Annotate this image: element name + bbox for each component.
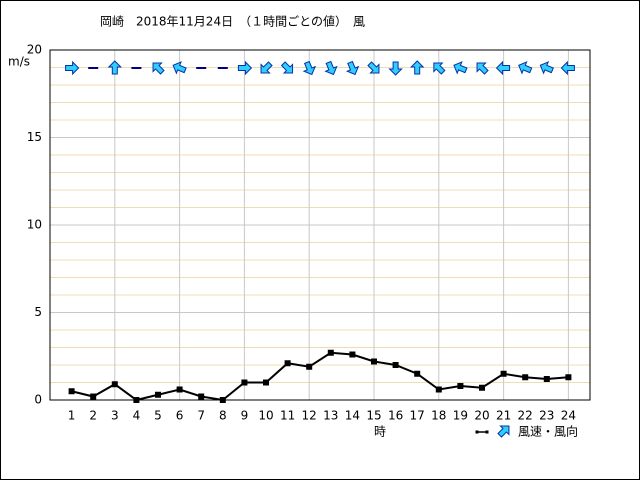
y-axis-label: m/s bbox=[8, 55, 30, 69]
wind-arrow bbox=[409, 60, 425, 75]
x-tick-label: 7 bbox=[197, 409, 205, 423]
point bbox=[111, 381, 118, 388]
chart-title: 岡崎 2018年11月24日 （１時間ごとの値） 風 bbox=[100, 14, 365, 29]
point bbox=[479, 384, 485, 391]
wind-arrow bbox=[152, 62, 165, 75]
legend-arrow bbox=[497, 425, 510, 438]
wind-arrow bbox=[495, 60, 511, 76]
point bbox=[90, 393, 97, 400]
point bbox=[457, 383, 464, 389]
legend-marker bbox=[475, 430, 479, 434]
point bbox=[543, 376, 550, 382]
x-tick-label: 22 bbox=[518, 409, 533, 423]
wind-arrow bbox=[539, 61, 554, 75]
point bbox=[68, 388, 75, 395]
wind-arrow bbox=[518, 61, 533, 75]
x-tick-label: 3 bbox=[111, 409, 119, 423]
x-tick-label: 21 bbox=[496, 409, 511, 423]
point bbox=[176, 386, 183, 393]
x-tick-label: 9 bbox=[241, 409, 249, 423]
wind-arrow bbox=[345, 60, 360, 76]
legend-label: 風速・風向 bbox=[518, 424, 578, 439]
point bbox=[371, 358, 377, 365]
x-tick-label: 23 bbox=[539, 409, 554, 423]
x-axis-label: 時 bbox=[374, 425, 386, 439]
point bbox=[155, 391, 161, 398]
wind-arrow bbox=[476, 62, 489, 75]
wind-arrow bbox=[260, 61, 273, 74]
x-tick-label: 1 bbox=[68, 409, 76, 423]
point bbox=[327, 349, 334, 356]
point bbox=[414, 370, 421, 377]
x-tick-label: 8 bbox=[219, 409, 227, 423]
point bbox=[565, 374, 572, 381]
y-tick-label: 20 bbox=[27, 43, 42, 57]
point bbox=[133, 397, 140, 403]
wind-arrow bbox=[237, 60, 253, 76]
x-tick-label: 20 bbox=[474, 409, 489, 423]
x-tick-label: 10 bbox=[258, 409, 273, 423]
x-tick-label: 15 bbox=[366, 409, 381, 423]
x-tick-label: 18 bbox=[431, 409, 446, 423]
x-tick-label: 2 bbox=[89, 409, 97, 423]
wind-arrow bbox=[388, 61, 403, 76]
x-tick-label: 17 bbox=[410, 409, 425, 423]
x-tick-label: 11 bbox=[280, 409, 295, 423]
point bbox=[500, 370, 507, 377]
legend-marker bbox=[485, 430, 489, 434]
wind-arrow bbox=[453, 61, 468, 75]
point bbox=[522, 374, 529, 381]
x-tick-label: 6 bbox=[176, 409, 184, 423]
wind-arrow bbox=[324, 60, 338, 76]
y-tick-label: 0 bbox=[34, 393, 42, 407]
point bbox=[198, 393, 205, 400]
x-tick-label: 24 bbox=[561, 409, 576, 423]
point bbox=[349, 351, 356, 358]
y-tick-label: 5 bbox=[34, 305, 42, 319]
legend: 風速・風向 bbox=[475, 424, 578, 439]
point bbox=[219, 397, 226, 403]
x-tick-label: 4 bbox=[133, 409, 141, 423]
y-tick-label: 15 bbox=[27, 130, 42, 144]
y-tick-label: 10 bbox=[27, 218, 42, 232]
point bbox=[241, 379, 248, 386]
x-tick-label: 19 bbox=[453, 409, 468, 423]
plot-area bbox=[49, 49, 591, 401]
x-tick-label: 12 bbox=[302, 409, 317, 423]
wind-arrow bbox=[280, 61, 294, 74]
x-tick-label: 5 bbox=[154, 409, 162, 423]
point bbox=[284, 360, 291, 367]
point bbox=[435, 386, 442, 393]
grid bbox=[50, 49, 590, 401]
wind-arrow bbox=[367, 61, 380, 74]
x-tick-label: 13 bbox=[323, 409, 338, 423]
wind-arrow bbox=[302, 60, 317, 76]
x-tick-label: 14 bbox=[345, 409, 360, 423]
wind-arrow bbox=[433, 62, 446, 75]
point bbox=[306, 363, 313, 370]
wind-arrow bbox=[107, 60, 123, 75]
wind-arrow bbox=[172, 61, 187, 75]
point bbox=[392, 362, 399, 368]
line bbox=[71, 351, 569, 402]
wind-arrow bbox=[65, 60, 80, 76]
wind-arrow bbox=[560, 60, 575, 76]
x-tick-label: 16 bbox=[388, 409, 403, 423]
point bbox=[263, 379, 269, 386]
